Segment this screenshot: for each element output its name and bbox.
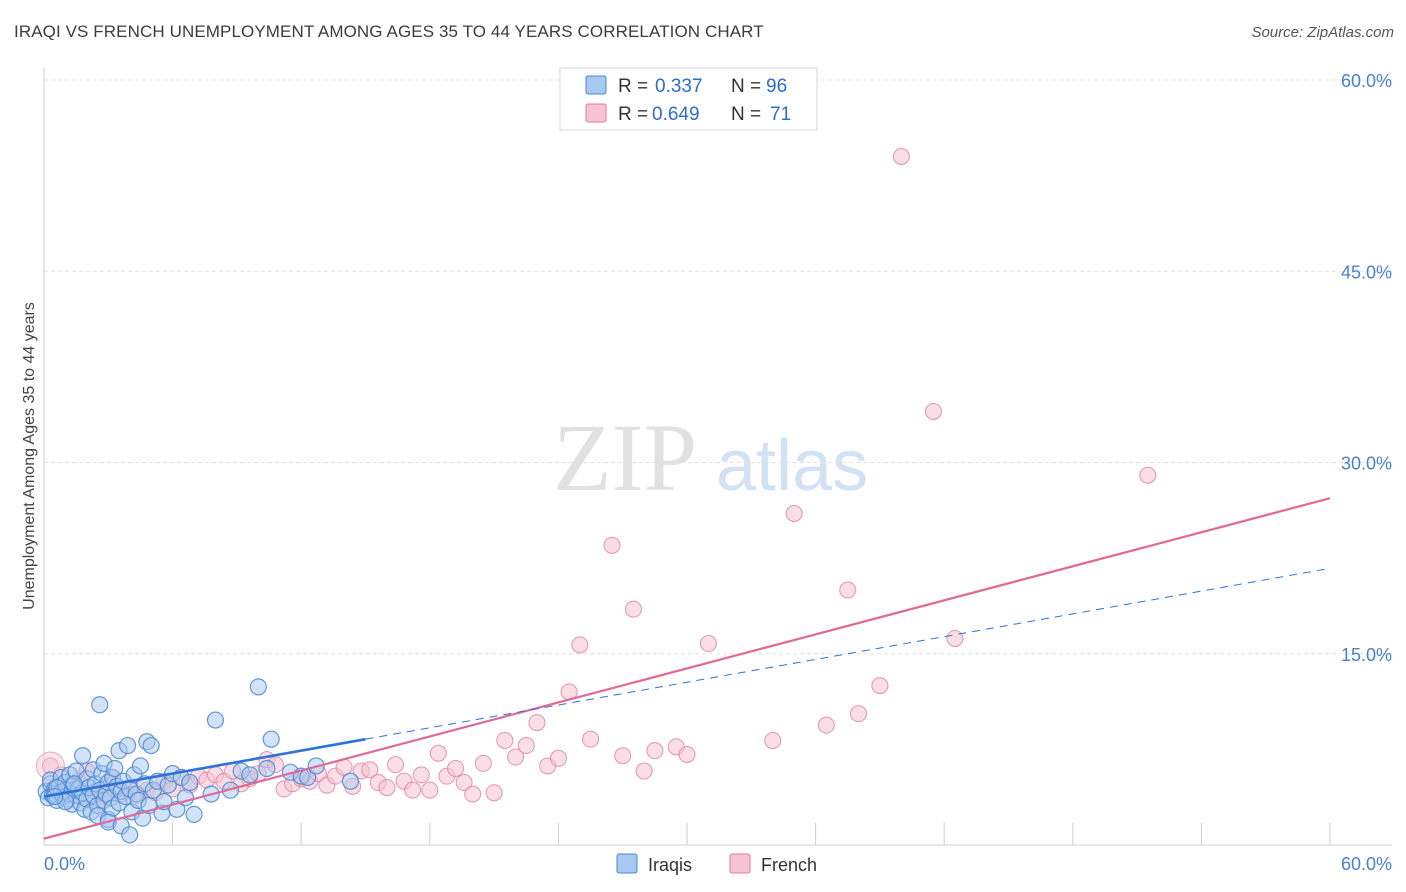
iraqis-point [241, 766, 259, 784]
iraqis-point [118, 736, 137, 755]
french-point [635, 762, 653, 780]
iraqis-point [258, 759, 276, 778]
french-point [378, 779, 396, 797]
french-point [699, 635, 717, 653]
french-point [404, 781, 422, 799]
french-point [646, 742, 664, 760]
french-point [455, 774, 473, 792]
iraqis-n-label: N = [731, 76, 761, 97]
french-point [447, 760, 465, 777]
french-point [892, 148, 910, 165]
iraqis-trend-extension [365, 567, 1331, 740]
iraqis-point [142, 736, 160, 755]
bottom-legend-swatch-french [729, 853, 751, 874]
y-tick-label: 45.0% [1341, 262, 1392, 282]
iraqis-point [262, 730, 280, 748]
french-point [571, 636, 589, 654]
stats-legend: R = 0.337 N = 96 R = 0.649 N = 71 [559, 67, 818, 131]
bottom-legend-french: French [761, 855, 817, 875]
iraqis-point [206, 711, 225, 729]
french-point [582, 730, 600, 748]
french-point [387, 756, 405, 774]
data-points [35, 148, 1157, 844]
iraqis-point [249, 678, 267, 696]
french-point [785, 505, 803, 522]
french-point [517, 737, 535, 755]
french-point [817, 716, 835, 734]
y-tick-label: 60.0% [1341, 71, 1392, 91]
x-tick-label-min: 0.0% [44, 854, 85, 874]
iraqis-point [91, 696, 109, 714]
bottom-legend: Iraqis French [616, 853, 817, 875]
trend-lines [43, 497, 1331, 840]
french-point [614, 747, 632, 765]
french-r-value: 0.649 [652, 104, 700, 125]
iraqis-point [181, 773, 199, 792]
french-point [946, 629, 964, 647]
iraqis-point [131, 757, 150, 775]
tick-labels: 15.0% 30.0% 45.0% 60.0% 0.0% 60.0% [44, 71, 1392, 874]
french-point [412, 766, 430, 784]
french-point [624, 600, 642, 618]
french-point [464, 785, 482, 803]
french-point [1139, 466, 1157, 484]
bottom-legend-iraqis: Iraqis [648, 855, 692, 875]
french-point [421, 781, 439, 799]
chart-title: IRAQI VS FRENCH UNEMPLOYMENT AMONG AGES … [14, 22, 764, 41]
iraqis-r-value: 0.337 [655, 76, 703, 97]
legend-swatch-french [585, 103, 607, 123]
iraqis-point [121, 826, 139, 844]
french-point [429, 744, 447, 762]
y-axis-label: Unemployment Among Ages 35 to 44 years [21, 302, 38, 610]
axes [43, 68, 1392, 846]
french-point [871, 677, 889, 695]
iraqis-point [106, 759, 124, 778]
iraqis-n-value: 96 [766, 76, 787, 97]
french-point [603, 536, 621, 554]
y-tick-label: 30.0% [1341, 454, 1392, 474]
iraqis-point [185, 805, 203, 824]
legend-swatch-iraqis [585, 75, 607, 95]
iraqis-r-label: R = [618, 76, 648, 97]
french-n-label: N = [731, 104, 761, 125]
french-point [474, 754, 492, 772]
french-point [549, 749, 567, 767]
iraqis-trend-line [43, 737, 366, 798]
french-point [507, 748, 525, 766]
french-r-label: R = [618, 104, 648, 125]
french-point [764, 731, 782, 749]
french-point [496, 731, 514, 749]
french-point [528, 714, 546, 732]
watermark-zip: ZIP [553, 404, 697, 511]
iraqis-point [341, 772, 360, 790]
french-point [849, 705, 867, 723]
bottom-legend-swatch-iraqis [616, 853, 638, 874]
watermark-atlas: atlas [716, 426, 868, 506]
iraqis-point [73, 747, 92, 765]
french-point [924, 403, 942, 420]
source-label: Source: ZipAtlas.com [1251, 24, 1394, 41]
french-point [361, 761, 379, 779]
x-tick-label-max: 60.0% [1341, 854, 1392, 874]
french-n-value: 71 [770, 104, 791, 125]
grid-lines [44, 79, 1392, 655]
french-trend-line [43, 497, 1331, 840]
french-point [839, 581, 857, 599]
y-tick-label: 15.0% [1341, 645, 1392, 665]
french-point [485, 784, 503, 802]
french-point [678, 745, 696, 763]
